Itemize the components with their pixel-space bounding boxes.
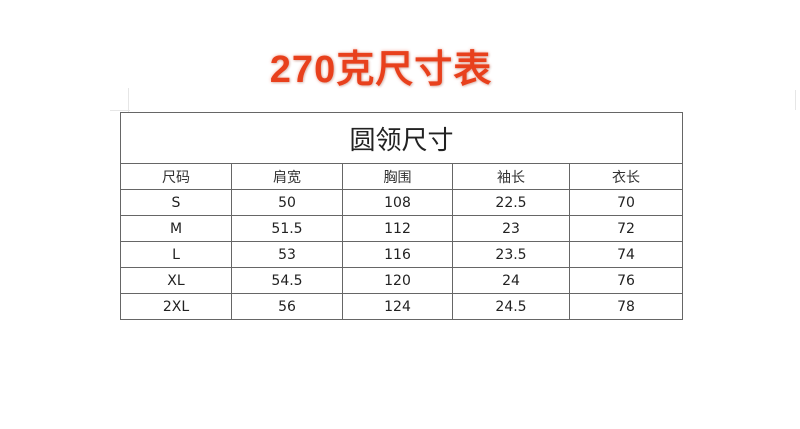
table-cell: 56 [231,293,343,320]
table-row: 2XL 56 124 24.5 78 [120,293,683,320]
table-cell: 70 [569,189,683,216]
column-header: 胸围 [342,163,453,190]
table-cell: 120 [342,267,453,294]
divider [128,88,129,112]
table-cell: M [120,215,232,242]
column-header: 尺码 [120,163,232,190]
page-heading: 270克尺寸表 [269,49,493,91]
table-cell: 23.5 [452,241,570,268]
table-cell: 2XL [120,293,232,320]
table-cell: 108 [342,189,453,216]
table-cell: 50 [231,189,343,216]
table-cell: 78 [569,293,683,320]
table-cell: 74 [569,241,683,268]
table-cell: 124 [342,293,453,320]
table-cell: L [120,241,232,268]
table-row: XL 54.5 120 24 76 [120,267,683,294]
table-cell: S [120,189,232,216]
table-cell: 53 [231,241,343,268]
table-cell: 72 [569,215,683,242]
table-cell: 51.5 [231,215,343,242]
table-title: 圆领尺寸 [120,112,683,164]
table-cell: XL [120,267,232,294]
table-cell: 54.5 [231,267,343,294]
table-cell: 76 [569,267,683,294]
table-cell: 112 [342,215,453,242]
column-header: 肩宽 [231,163,343,190]
table-header-row: 尺码 肩宽 胸围 袖长 衣长 [120,163,683,190]
table-cell: 22.5 [452,189,570,216]
column-header: 袖长 [452,163,570,190]
size-table: 圆领尺寸 尺码 肩宽 胸围 袖长 衣长 S 50 108 22.5 70 M 51.5 112 23 72 L… [120,112,683,320]
table-cell: 24 [452,267,570,294]
table-cell: 24.5 [452,293,570,320]
column-header: 衣长 [569,163,683,190]
divider [110,110,130,111]
table-row: M 51.5 112 23 72 [120,215,683,242]
table-cell: 116 [342,241,453,268]
divider [795,90,796,110]
table-cell: 23 [452,215,570,242]
table-row: L 53 116 23.5 74 [120,241,683,268]
table-row: S 50 108 22.5 70 [120,189,683,216]
